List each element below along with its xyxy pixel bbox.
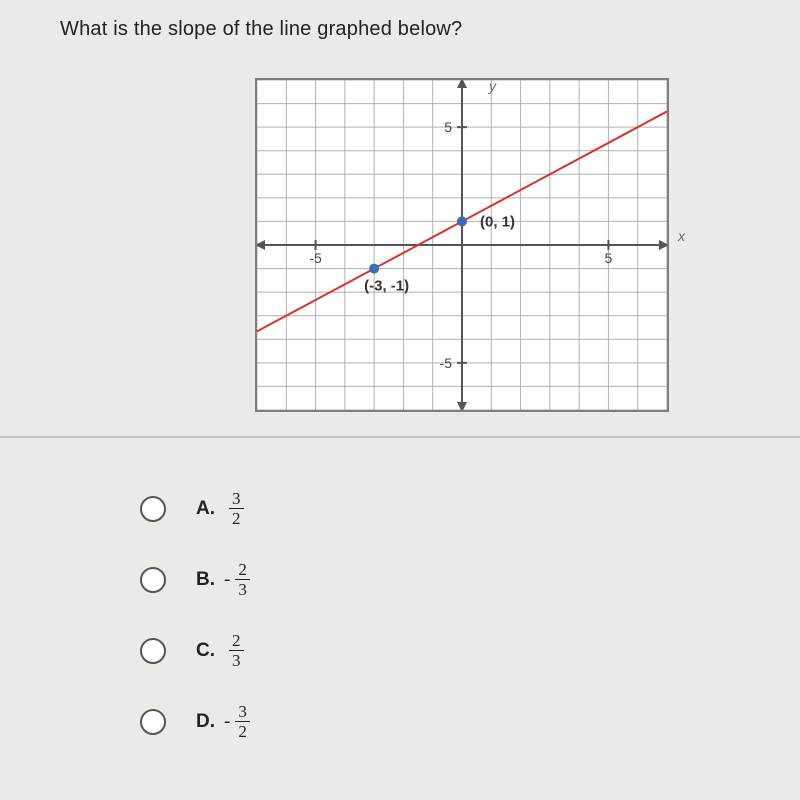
fraction-denominator: 2 (229, 509, 244, 527)
fraction-denominator: 3 (229, 651, 244, 669)
radio-icon[interactable] (140, 638, 166, 664)
y-axis-label: y (489, 78, 496, 94)
svg-text:-5: -5 (309, 250, 322, 266)
choice-b[interactable]: B. - 2 3 (140, 561, 250, 598)
svg-text:(-3, -1): (-3, -1) (364, 278, 409, 295)
section-divider (0, 436, 800, 438)
choice-fraction: 3 2 (229, 490, 244, 527)
choice-letter: A. (196, 498, 224, 520)
fraction-denominator: 3 (235, 580, 250, 598)
svg-text:5: 5 (444, 119, 452, 135)
choice-fraction: 3 2 (235, 703, 250, 740)
fraction-numerator: 2 (229, 632, 244, 651)
choice-fraction: 2 3 (235, 561, 250, 598)
choice-c[interactable]: C. 2 3 (140, 632, 250, 669)
page-container: What is the slope of the line graphed be… (0, 0, 800, 800)
graph-panel: y x -55-55(0, 1)(-3, -1) (255, 78, 669, 412)
choice-a[interactable]: A. 3 2 (140, 490, 250, 527)
radio-icon[interactable] (140, 496, 166, 522)
x-axis-label: x (678, 228, 685, 244)
choice-d[interactable]: D. - 3 2 (140, 703, 250, 740)
fraction-numerator: 3 (235, 703, 250, 722)
choice-sign: - (224, 711, 230, 733)
fraction-numerator: 2 (235, 561, 250, 580)
svg-text:5: 5 (605, 250, 613, 266)
question-text: What is the slope of the line graphed be… (60, 18, 462, 41)
svg-text:-5: -5 (440, 355, 453, 371)
answer-choices: A. 3 2 B. - 2 3 C. 2 3 (140, 490, 250, 774)
radio-icon[interactable] (140, 709, 166, 735)
choice-letter: B. (196, 569, 224, 591)
choice-letter: D. (196, 711, 224, 733)
svg-text:(0, 1): (0, 1) (480, 213, 515, 230)
fraction-denominator: 2 (235, 722, 250, 740)
choice-letter: C. (196, 640, 224, 662)
choice-fraction: 2 3 (229, 632, 244, 669)
fraction-numerator: 3 (229, 490, 244, 509)
choice-sign: - (224, 569, 230, 591)
graph-svg: -5 5 -5 5 (0, 1) (-3, -1) (257, 80, 667, 410)
radio-icon[interactable] (140, 567, 166, 593)
